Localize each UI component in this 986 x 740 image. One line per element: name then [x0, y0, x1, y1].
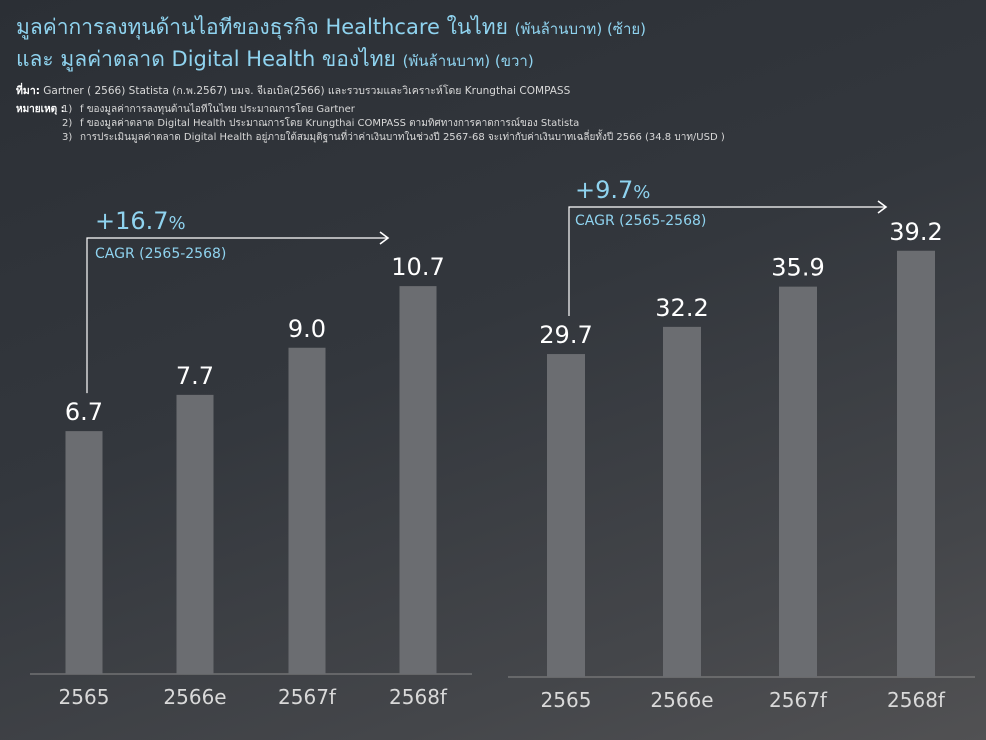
x-tick-label: 2565: [541, 688, 592, 712]
cagr-label: CAGR (2565-2568): [95, 246, 226, 262]
note-number: 3): [62, 132, 73, 143]
data-label: 32.2: [655, 294, 708, 322]
note-text: f ของมูลค่าการลงทุนด้านไอทีในไทย ประมาณก…: [80, 104, 355, 115]
x-tick-label: 2568f: [389, 685, 448, 709]
bar: [288, 347, 326, 674]
cagr-value: +9.7%: [575, 176, 650, 204]
bar: [663, 326, 701, 677]
data-label: 10.7: [391, 253, 444, 281]
bar: [399, 286, 437, 674]
cagr-label: CAGR (2565-2568): [575, 213, 706, 229]
title-line-2: และ มูลค่าตลาด Digital Health ของไทย (พั…: [16, 44, 976, 76]
x-tick-label: 2566e: [163, 685, 226, 709]
bar: [65, 431, 103, 674]
title-line-1: มูลค่าการลงทุนด้านไอทีของธุรกิจ Healthca…: [16, 12, 976, 44]
data-label: 6.7: [65, 398, 103, 426]
data-label: 9.0: [288, 315, 326, 343]
x-tick-label: 2567f: [278, 685, 337, 709]
source-line: ที่มา: Gartner ( 2566) Statista (ก.พ.256…: [16, 82, 976, 99]
bar: [779, 286, 817, 677]
source-text: Gartner ( 2566) Statista (ก.พ.2567) บมจ.…: [43, 85, 571, 97]
bar: [547, 354, 585, 677]
title-unit-1: (พันล้านบาท) (ซ้าย): [514, 20, 647, 38]
cagr-arrowhead-icon: [379, 231, 390, 245]
cagr-arrowhead-icon: [877, 200, 888, 214]
note-row: 3) การประเมินมูลค่าตลาด Digital Health อ…: [16, 131, 976, 145]
x-tick-label: 2567f: [769, 688, 828, 712]
title-text-1: มูลค่าการลงทุนด้านไอทีของธุรกิจ Healthca…: [16, 15, 508, 39]
cagr-bracket-line: [86, 237, 388, 394]
note-number: 1): [62, 104, 73, 115]
title-text-2: และ มูลค่าตลาด Digital Health ของไทย: [16, 47, 396, 71]
data-label: 29.7: [539, 321, 592, 349]
x-tick-label: 2565: [59, 685, 110, 709]
note-text: การประเมินมูลค่าตลาด Digital Health อยู่…: [80, 132, 725, 143]
bar: [897, 250, 935, 677]
bar: [176, 394, 214, 674]
data-label: 7.7: [176, 362, 214, 390]
note-number: 2): [62, 118, 73, 129]
note-text: f ของมูลค่าตลาด Digital Health ประมาณการ…: [80, 118, 580, 129]
x-tick-label: 2568f: [887, 688, 946, 712]
header: มูลค่าการลงทุนด้านไอทีของธุรกิจ Healthca…: [16, 12, 976, 145]
notes: หมายเหตุ : 1) f ของมูลค่าการลงทุนด้านไอท…: [16, 103, 976, 145]
note-row: 2) f ของมูลค่าตลาด Digital Health ประมาณ…: [16, 117, 976, 131]
note-row: หมายเหตุ : 1) f ของมูลค่าการลงทุนด้านไอท…: [16, 103, 976, 117]
x-tick-label: 2566e: [650, 688, 713, 712]
title-unit-2: (พันล้านบาท) (ขวา): [402, 52, 534, 70]
data-label: 39.2: [889, 218, 942, 246]
cagr-bracket-line: [568, 206, 886, 317]
cagr-value: +16.7%: [95, 207, 186, 235]
data-label: 35.9: [771, 254, 824, 282]
source-label: ที่มา:: [16, 85, 40, 97]
notes-label: หมายเหตุ :: [16, 104, 65, 115]
